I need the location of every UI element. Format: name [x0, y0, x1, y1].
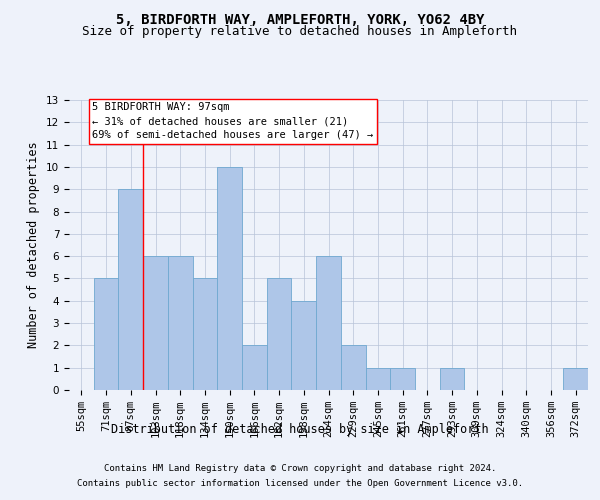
Text: Contains HM Land Registry data © Crown copyright and database right 2024.: Contains HM Land Registry data © Crown c…	[104, 464, 496, 473]
Bar	[316, 256, 341, 390]
Bar	[193, 278, 217, 390]
Text: Size of property relative to detached houses in Ampleforth: Size of property relative to detached ho…	[83, 25, 517, 38]
Bar	[242, 346, 267, 390]
Text: Contains public sector information licensed under the Open Government Licence v3: Contains public sector information licen…	[77, 479, 523, 488]
Bar	[168, 256, 193, 390]
Bar	[365, 368, 390, 390]
Bar	[118, 189, 143, 390]
Bar	[267, 278, 292, 390]
Bar	[292, 301, 316, 390]
Text: 5, BIRDFORTH WAY, AMPLEFORTH, YORK, YO62 4BY: 5, BIRDFORTH WAY, AMPLEFORTH, YORK, YO62…	[116, 12, 484, 26]
Bar	[390, 368, 415, 390]
Text: Distribution of detached houses by size in Ampleforth: Distribution of detached houses by size …	[111, 422, 489, 436]
Bar	[440, 368, 464, 390]
Text: 5 BIRDFORTH WAY: 97sqm
← 31% of detached houses are smaller (21)
69% of semi-det: 5 BIRDFORTH WAY: 97sqm ← 31% of detached…	[92, 102, 374, 140]
Bar	[94, 278, 118, 390]
Bar	[563, 368, 588, 390]
Y-axis label: Number of detached properties: Number of detached properties	[28, 142, 40, 348]
Bar	[217, 167, 242, 390]
Bar	[341, 346, 365, 390]
Bar	[143, 256, 168, 390]
